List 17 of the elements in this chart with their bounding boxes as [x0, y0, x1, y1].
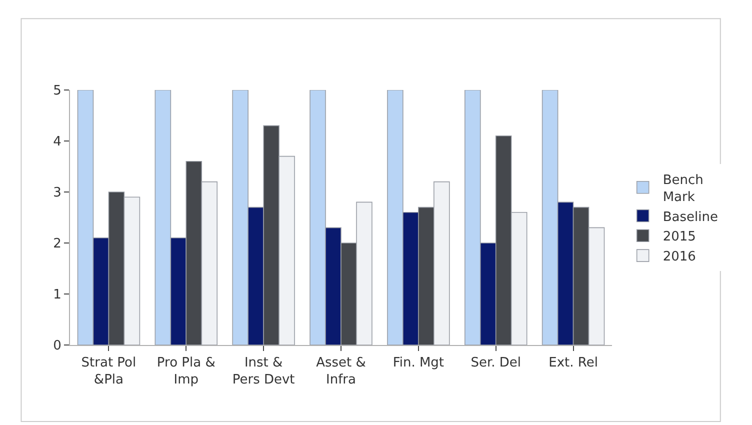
y-tick-label: 4: [53, 134, 62, 150]
y-tick-label: 0: [53, 338, 62, 354]
y-tick-label: 1: [53, 288, 62, 303]
y-tick-label: 2: [53, 236, 62, 252]
x-tick-label: Ext. Rel: [548, 356, 598, 371]
x-tick-label: Asset & Infra: [316, 356, 366, 388]
x-tick-label: Inst & Pers Devt: [232, 356, 295, 388]
x-tick-label: Pro Pla & Imp: [156, 356, 216, 388]
legend-label: 2015: [662, 230, 696, 245]
x-tick-label: Strat Pol &Pla: [81, 356, 136, 388]
y-tick-label: 3: [53, 186, 62, 201]
legend-label: 2016: [662, 250, 696, 265]
legend-label: Bench Mark: [662, 173, 704, 205]
legend-label: Baseline: [662, 210, 718, 225]
y-tick-label: 5: [53, 84, 62, 99]
x-tick-label: Ser. Del: [470, 356, 522, 371]
x-tick-label: Fin. Mgt: [392, 356, 444, 371]
